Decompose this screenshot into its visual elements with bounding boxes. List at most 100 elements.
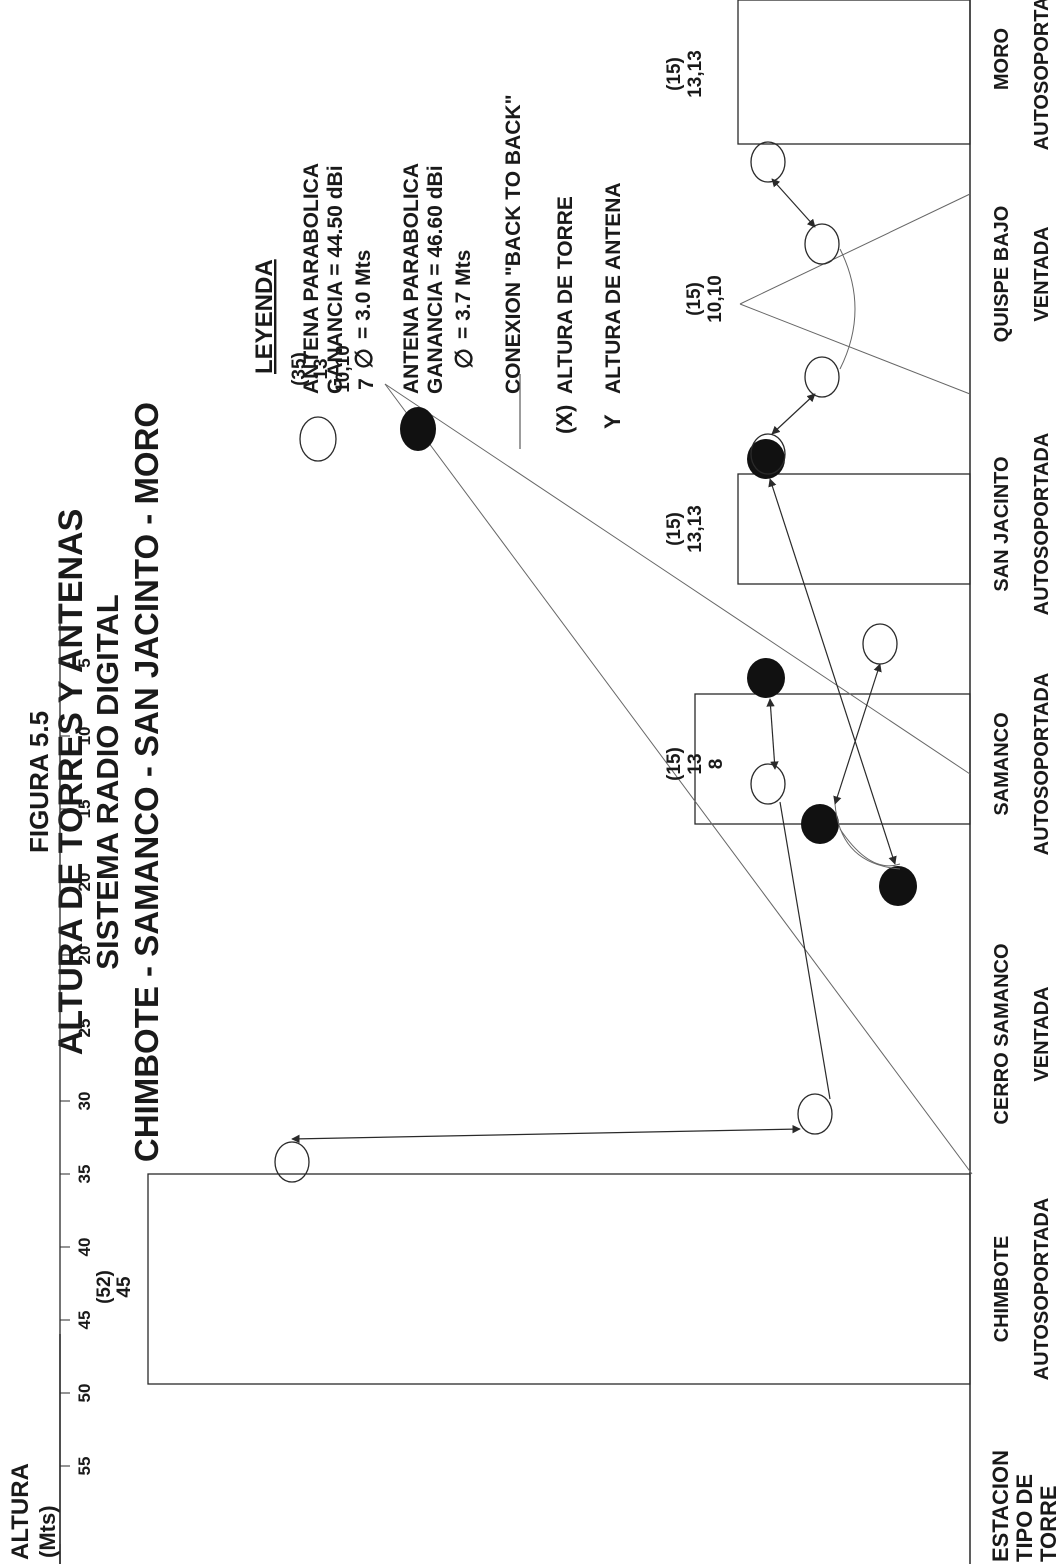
antenna-quispe-bajo-3 xyxy=(804,223,840,265)
legend-antenna-small-icon xyxy=(299,416,337,462)
tick-40: 40 xyxy=(60,1238,94,1257)
tower-label-quispe-bajo-2: 10,10 xyxy=(705,275,726,323)
svg-text:35: 35 xyxy=(75,1165,94,1184)
tower-samanco xyxy=(694,693,971,825)
svg-text:40: 40 xyxy=(75,1238,94,1257)
y-axis-unit: (Mts) xyxy=(35,1505,60,1558)
svg-text:55: 55 xyxy=(75,1457,94,1476)
figure-number: FIGURA 5.5 xyxy=(24,711,54,853)
antenna-samanco-1 xyxy=(747,658,785,698)
tower-label-chimbote-1: (52) xyxy=(94,1270,115,1304)
tick-20a: 20 xyxy=(60,946,94,965)
tower-label-samanco-2: 13 xyxy=(685,753,706,774)
tower-label-cerro-samanco-3: 10,10 xyxy=(333,345,354,393)
tower-moro xyxy=(737,0,971,145)
tower-type-san-jacinto: AUTOSOPORTADA xyxy=(1031,433,1053,616)
row-tower-type-label-2: TORRE xyxy=(1036,1485,1061,1562)
antenna-cerro-samanco-3 xyxy=(801,804,839,844)
antenna-samanco-2 xyxy=(862,623,898,665)
tower-san-jacinto xyxy=(737,473,971,585)
tick-25: 25 xyxy=(60,1019,94,1038)
antenna-qb-sj xyxy=(750,433,786,475)
tower-label-cerro-samanco-2: 13 xyxy=(311,358,332,379)
link-cerro-san-jacinto xyxy=(768,478,897,865)
back-to-back-cerro-samanco xyxy=(839,828,901,867)
tick-20b: 20 xyxy=(60,873,94,892)
y-axis-ticks: 55 50 45 40 35 30 25 20 20 15 10 5 xyxy=(60,658,94,1475)
legend-item4: ALTURA DE TORRE xyxy=(554,196,577,394)
tower-label-moro-2: 13,13 xyxy=(685,50,706,98)
tower-type-cerro-samanco: VENTADA xyxy=(1031,986,1053,1081)
tick-5: 5 xyxy=(60,658,94,668)
y-axis-label: ALTURA xyxy=(7,1463,34,1560)
legend-item1-line3: = 3.0 Mts xyxy=(352,250,375,339)
link-quispe-moro xyxy=(771,178,816,228)
tower-type-chimbote: AUTOSOPORTADA xyxy=(1031,1198,1053,1381)
antenna-cerro-samanco-2 xyxy=(750,763,786,805)
tower-label-chimbote-2: 45 xyxy=(114,1276,135,1298)
tower-label-samanco-1: (15) xyxy=(664,747,685,781)
tower-label-samanco-3: 8 xyxy=(706,759,727,770)
legend-item2-diam-text: ∅ xyxy=(451,348,478,369)
antenna-chimbote xyxy=(274,1141,310,1183)
svg-text:15: 15 xyxy=(75,800,94,819)
legend-item2-line3-text: = 3.7 Mts xyxy=(452,250,475,339)
legend: LEYENDA ANTENA PARABOLICA GANANCIA = 44.… xyxy=(251,94,625,462)
link-cerro-samanco-1 xyxy=(766,698,779,770)
legend-item3: CONEXION "BACK TO BACK" xyxy=(502,94,525,394)
tower-label-cerro-samanco-4: 7 xyxy=(355,378,378,390)
legend-item5: ALTURA DE ANTENA xyxy=(602,182,625,394)
antenna-quispe-bajo-2 xyxy=(804,356,840,398)
back-to-back-quispe-bajo xyxy=(839,248,856,370)
station-name-quispe-bajo: QUISPE BAJO xyxy=(991,206,1013,343)
legend-item5-symbol: Y xyxy=(600,414,625,429)
row-station-label: ESTACION xyxy=(988,1450,1013,1562)
svg-text:5: 5 xyxy=(75,658,94,667)
tick-55: 55 xyxy=(60,1457,94,1476)
link-san-jacinto-quispe xyxy=(771,393,816,435)
legend-item1-diam: ∅ xyxy=(351,348,378,369)
legend-item4-symbol: (X) xyxy=(552,405,577,434)
svg-text:20: 20 xyxy=(75,946,94,965)
svg-text:45: 45 xyxy=(75,1311,94,1330)
station-name-samanco: SAMANCO xyxy=(991,712,1013,815)
svg-text:50: 50 xyxy=(75,1384,94,1403)
svg-text:25: 25 xyxy=(75,1019,94,1038)
legend-antenna-large-icon xyxy=(400,407,436,451)
figure-subtitle: SISTEMA RADIO DIGITAL xyxy=(90,594,125,969)
tick-45: 45 xyxy=(60,1311,94,1330)
antenna-moro xyxy=(750,141,786,183)
station-name-san-jacinto: SAN JACINTO xyxy=(991,456,1013,591)
figure-route: CHIMBOTE - SAMANCO - SAN JACINTO - MORO xyxy=(128,402,165,1162)
tower-type-moro: AUTOSOPORTADA xyxy=(1031,0,1053,150)
tower-label-san-jacinto-2: 13,13 xyxy=(685,505,706,553)
station-name-chimbote: CHIMBOTE xyxy=(991,1236,1013,1343)
tower-label-san-jacinto-1: (15) xyxy=(664,512,685,546)
tower-chimbote xyxy=(147,1173,971,1385)
station-name-cerro-samanco: CERRO SAMANCO xyxy=(991,943,1013,1124)
figure-title: ALTURA DE TORRES Y ANTENAS xyxy=(52,509,90,1056)
tick-50: 50 xyxy=(60,1384,94,1403)
tower-label-cerro-samanco-1: (35) xyxy=(289,352,310,386)
svg-text:20: 20 xyxy=(75,873,94,892)
tick-10: 10 xyxy=(60,727,94,746)
link-chimbote-cerro xyxy=(291,1124,801,1144)
legend-item2-line2-text: GANANCIA = 46.60 dBi xyxy=(424,165,447,394)
tick-35: 35 xyxy=(60,1165,94,1184)
svg-text:30: 30 xyxy=(75,1092,94,1111)
antenna-cerro-samanco-4 xyxy=(879,866,917,906)
legend-item1-line1: ANTENA PARABOLICA xyxy=(300,163,323,394)
svg-text:10: 10 xyxy=(75,727,94,746)
tower-type-samanco: AUTOSOPORTADA xyxy=(1031,673,1053,856)
station-name-moro: MORO xyxy=(991,28,1013,90)
tower-label-moro-1: (15) xyxy=(664,57,685,91)
tick-30: 30 xyxy=(60,1092,94,1111)
legend-item2-line1-text: ANTENA PARABOLICA xyxy=(400,163,423,394)
tower-label-quispe-bajo-1: (15) xyxy=(684,282,705,316)
legend-item1-line2: GANANCIA = 44.50 dBi xyxy=(324,165,347,394)
link-cerro-samanco-2 xyxy=(833,663,882,805)
back-to-back-cerro-samanco-link xyxy=(779,801,831,1100)
tower-quispe-bajo xyxy=(739,193,971,395)
